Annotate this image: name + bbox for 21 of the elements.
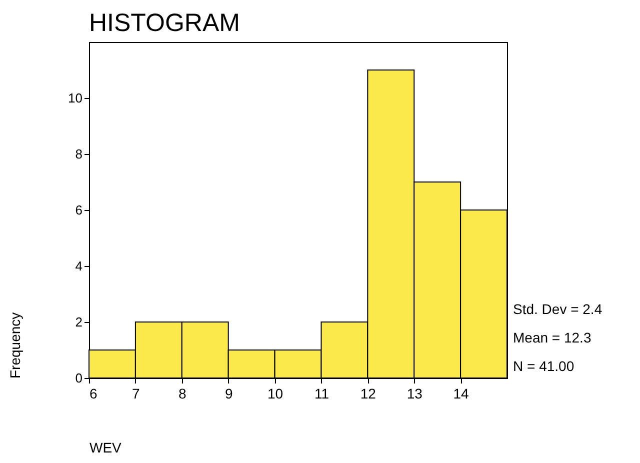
text: N = 41.00 <box>513 358 574 374</box>
x-tick-label: 12 <box>360 386 376 402</box>
x-tick-label: 9 <box>224 386 233 402</box>
y-tick-label: 8 <box>75 146 82 162</box>
y-tick-label: 2 <box>75 314 82 330</box>
x-axis-title: WEV <box>90 440 122 456</box>
chart-title: HISTOGRAM <box>89 9 240 37</box>
x-tick-label: 10 <box>267 386 284 402</box>
x-tick-label: 13 <box>406 386 423 402</box>
y-tick-label: 4 <box>75 258 82 274</box>
text: Std. Dev = 2.4 <box>513 301 602 317</box>
y-tick-label: 0 <box>75 370 82 386</box>
y-tick-label: 6 <box>75 202 82 218</box>
text: Mean = 12.3 <box>513 330 592 346</box>
x-tick-label: 14 <box>453 386 470 402</box>
y-tick-label: 10 <box>68 90 82 106</box>
y-axis-title: Frequency <box>7 312 24 378</box>
x-tick-label: 8 <box>178 386 186 402</box>
x-tick-label: 7 <box>132 386 140 402</box>
x-tick-label: 6 <box>90 386 98 402</box>
x-tick-label: 11 <box>314 386 330 402</box>
